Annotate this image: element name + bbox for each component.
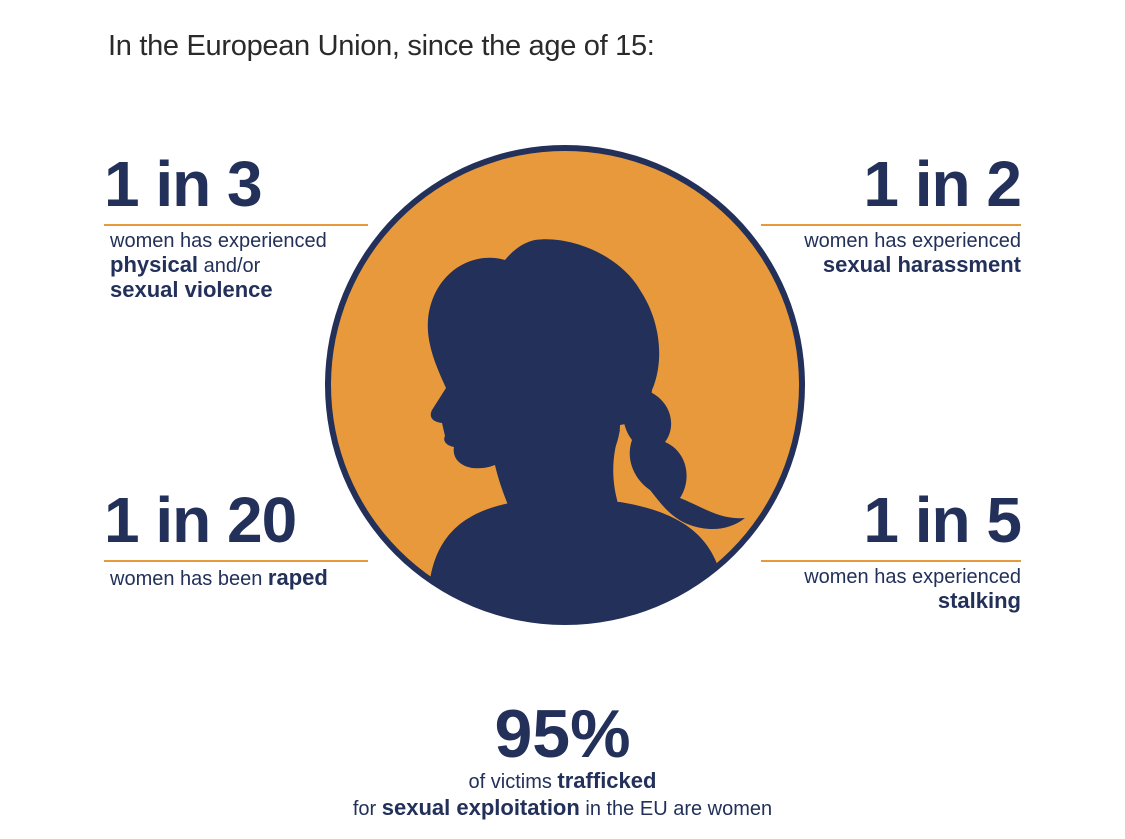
stat-value: 95% — [494, 696, 631, 772]
stat-line: women has been raped — [110, 566, 368, 591]
stat-divider — [761, 560, 1021, 562]
stat-line: women has experienced — [804, 566, 1021, 588]
stat-divider — [104, 560, 368, 562]
stat-line: sexual harassment — [761, 253, 1021, 278]
stat-text: for — [352, 798, 382, 820]
stat-value: 1 in 5 — [863, 484, 1022, 556]
stat-text: women has been — [110, 568, 268, 590]
stat-line: for sexual exploitation in the EU are wo… — [0, 795, 1125, 822]
stat-description: women has experienced stalking — [761, 566, 1021, 614]
stat-value: 1 in 3 — [104, 148, 263, 220]
stat-description: women has been raped — [104, 566, 368, 591]
stat-line: women has experienced — [110, 230, 327, 252]
stat-one-in-twenty: 1 in 20 women has been raped — [104, 488, 368, 591]
stat-line: physical and/or — [110, 253, 368, 278]
stat-line: sexual violence — [110, 278, 368, 303]
stat-value: 1 in 2 — [863, 148, 1022, 220]
stat-description: women has experienced physical and/or se… — [104, 230, 368, 303]
stat-bold: trafficked — [557, 768, 657, 793]
stat-line: stalking — [761, 589, 1021, 614]
stat-bold: physical — [110, 252, 199, 277]
stat-bold: stalking — [937, 588, 1021, 613]
stat-bold: sexual exploitation — [381, 795, 580, 820]
stat-line: of victims trafficked — [0, 768, 1125, 795]
stat-one-in-five: 1 in 5 women has experienced stalking — [761, 484, 1022, 614]
stat-description: women has experienced sexual harassment — [761, 230, 1021, 278]
stat-text: and/or — [198, 255, 261, 277]
stat-one-in-three: 1 in 3 women has experienced physical an… — [104, 152, 368, 303]
page-heading: In the European Union, since the age of … — [108, 30, 655, 62]
stat-bold: sexual violence — [110, 277, 273, 302]
stat-one-in-two: 1 in 2 women has experienced sexual hara… — [761, 148, 1022, 278]
woman-silhouette-icon — [325, 145, 805, 625]
stat-bold: sexual harassment — [822, 252, 1021, 277]
stat-bold: raped — [267, 565, 328, 590]
stat-value: 1 in 20 — [104, 484, 297, 556]
stat-text: in the EU are women — [579, 798, 773, 820]
stat-text: of victims — [468, 771, 558, 793]
stat-line: women has experienced — [804, 230, 1021, 252]
stat-trafficking: 95% of victims trafficked for sexual exp… — [0, 700, 1125, 822]
stat-divider — [104, 224, 368, 226]
stat-divider — [761, 224, 1021, 226]
